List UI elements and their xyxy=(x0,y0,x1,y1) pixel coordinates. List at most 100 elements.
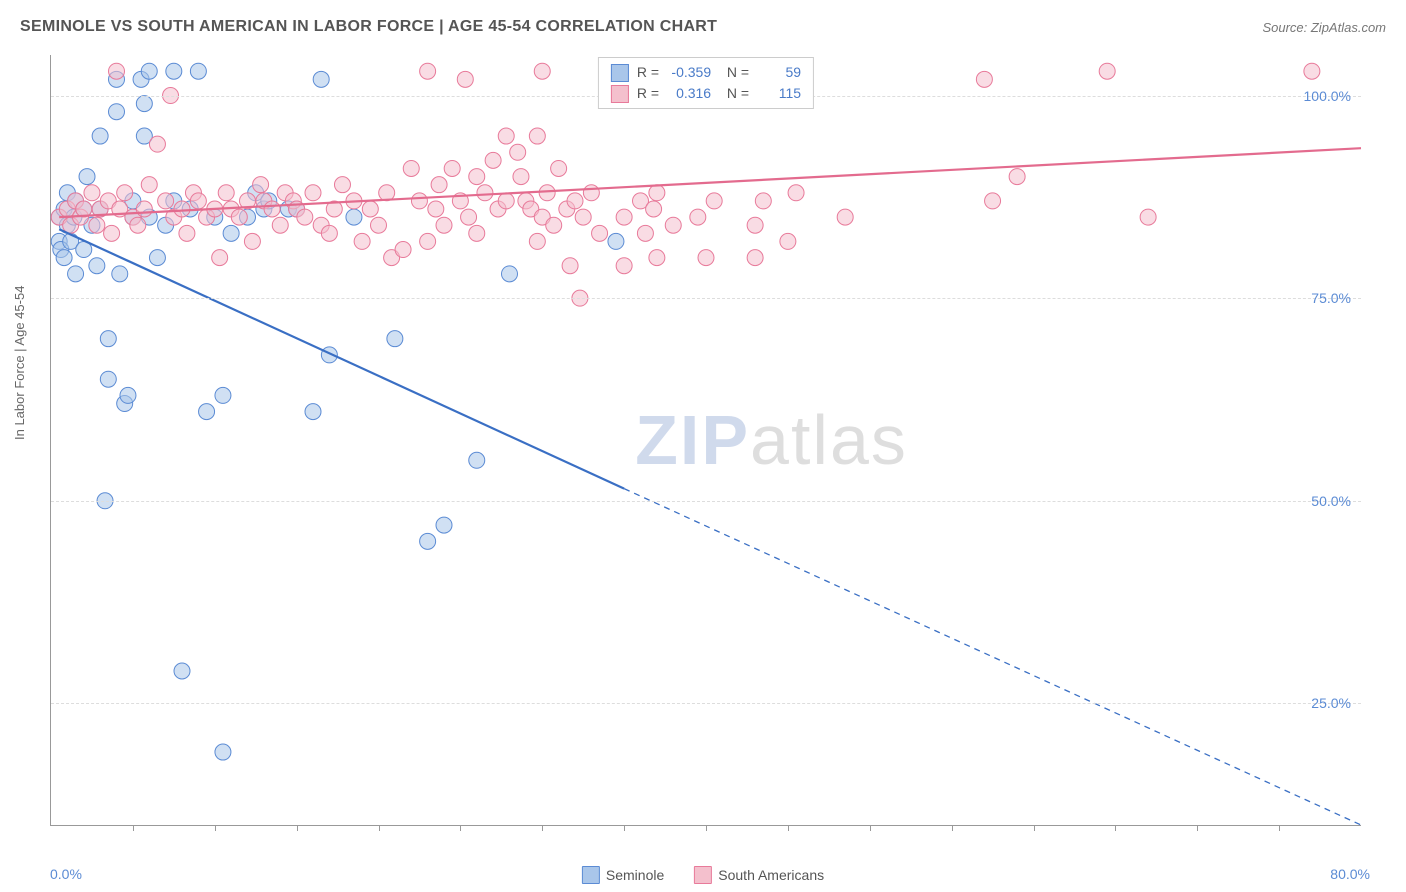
scatter-point xyxy=(218,185,234,201)
scatter-point xyxy=(89,258,105,274)
r-value-seminole: -0.359 xyxy=(667,62,711,83)
scatter-point xyxy=(551,160,567,176)
scatter-point xyxy=(136,201,152,217)
scatter-point xyxy=(371,217,387,233)
scatter-point xyxy=(592,225,608,241)
gridline-h xyxy=(51,298,1361,299)
scatter-point xyxy=(976,71,992,87)
scatter-point xyxy=(362,201,378,217)
scatter-point xyxy=(498,128,514,144)
scatter-point xyxy=(158,193,174,209)
scatter-point xyxy=(510,144,526,160)
scatter-point xyxy=(469,452,485,468)
scatter-point xyxy=(231,209,247,225)
scatter-point xyxy=(141,63,157,79)
scatter-point xyxy=(616,209,632,225)
scatter-point xyxy=(141,177,157,193)
scatter-point xyxy=(395,242,411,258)
scatter-point xyxy=(608,233,624,249)
n-value-seminole: 59 xyxy=(757,62,801,83)
scatter-point xyxy=(690,209,706,225)
scatter-point xyxy=(89,217,105,233)
scatter-point xyxy=(215,387,231,403)
scatter-point xyxy=(502,266,518,282)
scatter-point xyxy=(100,331,116,347)
scatter-point xyxy=(56,250,72,266)
scatter-point xyxy=(174,663,190,679)
legend-swatch-icon xyxy=(582,866,600,884)
scatter-point xyxy=(529,128,545,144)
scatter-point xyxy=(346,209,362,225)
trend-line-extrapolated xyxy=(624,489,1361,825)
scatter-point xyxy=(539,185,555,201)
x-tick xyxy=(133,825,134,831)
scatter-point xyxy=(837,209,853,225)
scatter-point xyxy=(498,193,514,209)
n-value-south-american: 115 xyxy=(757,83,801,104)
scatter-point xyxy=(253,177,269,193)
scatter-point xyxy=(469,225,485,241)
scatter-point xyxy=(457,71,473,87)
scatter-point xyxy=(461,209,477,225)
scatter-point xyxy=(149,250,165,266)
x-tick xyxy=(379,825,380,831)
x-tick xyxy=(542,825,543,831)
scatter-point xyxy=(305,185,321,201)
scatter-point xyxy=(1009,169,1025,185)
r-value-south-american: 0.316 xyxy=(667,83,711,104)
scatter-point xyxy=(420,533,436,549)
scatter-point xyxy=(100,371,116,387)
scatter-point xyxy=(130,217,146,233)
scatter-point xyxy=(109,104,125,120)
y-tick-label: 100.0% xyxy=(1304,88,1351,104)
x-tick xyxy=(297,825,298,831)
scatter-point xyxy=(190,63,206,79)
scatter-point xyxy=(112,266,128,282)
scatter-point xyxy=(436,517,452,533)
scatter-point xyxy=(747,250,763,266)
scatter-point xyxy=(166,63,182,79)
scatter-point xyxy=(403,160,419,176)
scatter-point xyxy=(68,266,84,282)
scatter-point xyxy=(788,185,804,201)
x-tick xyxy=(215,825,216,831)
scatter-point xyxy=(84,185,100,201)
scatter-point xyxy=(985,193,1001,209)
scatter-point xyxy=(179,225,195,241)
scatter-point xyxy=(117,185,133,201)
scatter-point xyxy=(444,160,460,176)
scatter-point xyxy=(575,209,591,225)
scatter-point xyxy=(529,233,545,249)
scatter-point xyxy=(706,193,722,209)
scatter-point xyxy=(431,177,447,193)
gridline-h xyxy=(51,501,1361,502)
scatter-point xyxy=(420,233,436,249)
scatter-point xyxy=(190,193,206,209)
scatter-point xyxy=(469,169,485,185)
scatter-point xyxy=(297,209,313,225)
scatter-point xyxy=(321,225,337,241)
scatter-point xyxy=(436,217,452,233)
gridline-h xyxy=(51,703,1361,704)
legend-item-south-american: South Americans xyxy=(694,866,824,884)
legend-swatch-south-american xyxy=(611,85,629,103)
scatter-point xyxy=(428,201,444,217)
scatter-point xyxy=(637,225,653,241)
scatter-point xyxy=(199,404,215,420)
x-tick xyxy=(706,825,707,831)
scatter-point xyxy=(1304,63,1320,79)
scatter-point xyxy=(513,169,529,185)
scatter-plot-svg xyxy=(51,55,1361,825)
legend-swatch-icon xyxy=(694,866,712,884)
scatter-point xyxy=(136,96,152,112)
scatter-point xyxy=(272,217,288,233)
stats-row-seminole: R = -0.359 N = 59 xyxy=(611,62,801,83)
scatter-point xyxy=(215,744,231,760)
scatter-point xyxy=(583,185,599,201)
scatter-point xyxy=(305,404,321,420)
legend-swatch-seminole xyxy=(611,64,629,82)
scatter-point xyxy=(149,136,165,152)
plot-area: R = -0.359 N = 59 R = 0.316 N = 115 ZIPa… xyxy=(50,55,1361,826)
scatter-point xyxy=(1099,63,1115,79)
scatter-point xyxy=(534,63,550,79)
